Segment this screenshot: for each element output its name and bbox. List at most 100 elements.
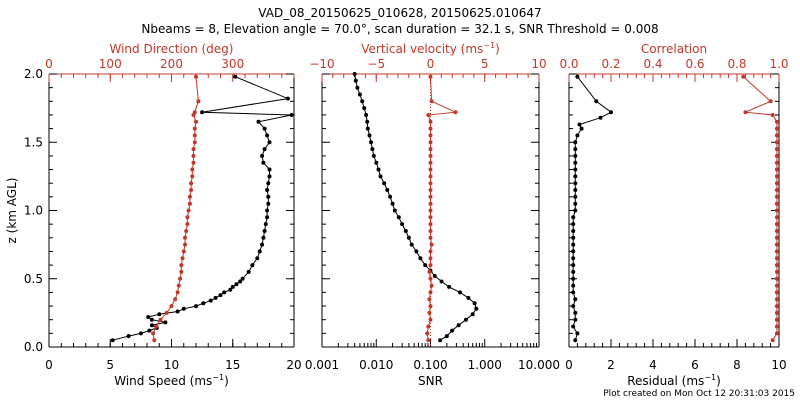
wind-direction-point (154, 324, 159, 329)
middle-top-tick-label: 5 (481, 57, 489, 71)
residual-point (573, 208, 578, 213)
correlation-point (741, 74, 746, 79)
wind-speed-point (208, 298, 213, 303)
wind-speed-point (267, 140, 272, 145)
snr-point (438, 338, 443, 343)
wind-direction-point (192, 140, 197, 145)
residual-point (573, 317, 578, 322)
vertical-velocity-point (428, 256, 433, 261)
right-bottom-tick-label: 4 (649, 358, 657, 372)
snr-point (388, 194, 393, 199)
middle-bottom-axis-label: SNR (418, 374, 443, 388)
vertical-velocity-point (428, 147, 433, 152)
correlation-point (774, 147, 779, 152)
correlation-point (774, 229, 779, 233)
vertical-velocity-point (428, 119, 433, 124)
snr-point (357, 92, 362, 97)
middle-bottom-tick-label: 0.010 (359, 358, 393, 372)
snr-point (463, 317, 468, 322)
vertical-velocity-point (428, 229, 433, 233)
snr-point (400, 222, 405, 227)
wind-speed-point (110, 338, 115, 343)
wind-speed-point (147, 328, 152, 333)
residual-point (573, 201, 578, 206)
correlation-point (774, 222, 779, 227)
wind-direction-point (187, 194, 192, 199)
residual-point (575, 74, 580, 79)
residual-point (571, 304, 576, 309)
right-top-tick-label: 0.6 (685, 57, 704, 71)
residual-point (571, 324, 576, 329)
correlation-point (743, 110, 748, 115)
vertical-velocity-point (428, 235, 433, 240)
vertical-velocity-point (428, 140, 433, 145)
wind-speed-point (250, 263, 255, 268)
correlation-point (768, 99, 773, 104)
wind-speed-point (246, 269, 251, 274)
residual-point (571, 269, 576, 274)
snr-point (474, 306, 479, 311)
y-axis-label: z (km AGL) (5, 178, 19, 244)
vertical-velocity-point (427, 269, 432, 274)
wind-direction-point (183, 235, 187, 240)
snr-point (362, 106, 367, 111)
correlation-point (774, 249, 779, 254)
snr-point (367, 133, 372, 138)
correlation-point (774, 263, 779, 268)
wind-direction-point (191, 147, 196, 152)
right-bottom-tick-label: 2 (607, 358, 615, 372)
wind-direction-point (185, 215, 190, 220)
wind-speed-point (262, 147, 267, 152)
wind-speed-point (265, 215, 270, 220)
wind-speed-point (260, 242, 265, 247)
left-top-tick-label: 100 (99, 57, 122, 71)
snr-point (353, 78, 358, 83)
residual-point (579, 126, 584, 131)
correlation-point (774, 304, 779, 309)
correlation-point (774, 324, 779, 329)
wind-speed-point (146, 315, 151, 319)
wind-direction-point (178, 276, 183, 281)
vertical-velocity-point (428, 188, 433, 192)
title-line-1: VAD_08_20150625_010628, 20150625.010647 (258, 6, 541, 20)
left-bottom-tick-label: 0 (45, 358, 53, 372)
vertical-velocity-point (426, 113, 431, 117)
vertical-velocity-point (428, 201, 433, 206)
wind-direction-point (191, 160, 196, 165)
wind-direction-point (192, 126, 197, 131)
wind-direction-point (181, 249, 186, 254)
vertical-velocity-point (428, 208, 433, 213)
correlation-point (774, 160, 779, 165)
snr-point (352, 72, 357, 76)
wind-direction-point (196, 99, 201, 104)
right-top-tick-label: 0.2 (601, 57, 620, 71)
snr-point (456, 323, 461, 328)
residual-point (571, 256, 576, 261)
residual-point (573, 310, 578, 315)
left-bottom-tick-label: 20 (286, 358, 301, 372)
snr-point (382, 181, 387, 186)
vertical-velocity-point (428, 290, 433, 295)
right-top-tick-label: 0.0 (559, 57, 578, 71)
wind-speed-point (267, 167, 272, 172)
residual-point (594, 99, 599, 104)
snr-point (418, 256, 423, 261)
left-panel: 0.0 0.5 1.0 1.5 2.0 z (km AGL) 0 5 10 15 20 Wind Sp… (5, 42, 302, 388)
wind-direction-point (191, 153, 196, 158)
left-top-tick-label: 300 (221, 57, 244, 71)
correlation-point (774, 297, 779, 302)
wind-speed-point (257, 249, 262, 254)
correlation-point (774, 140, 779, 145)
snr-point (364, 113, 369, 117)
wind-direction-point (187, 201, 192, 206)
correlation-point (770, 338, 775, 343)
snr-point (403, 229, 408, 233)
wind-direction-point (175, 290, 180, 295)
wind-speed-point (263, 222, 268, 227)
wind-speed-point (238, 279, 243, 284)
residual-point (573, 167, 578, 172)
vertical-velocity-point (427, 310, 432, 315)
middle-bottom-tick-label: 0.100 (413, 358, 447, 372)
wind-speed-point (261, 160, 266, 165)
left-bottom-tick-label: 5 (106, 358, 114, 372)
